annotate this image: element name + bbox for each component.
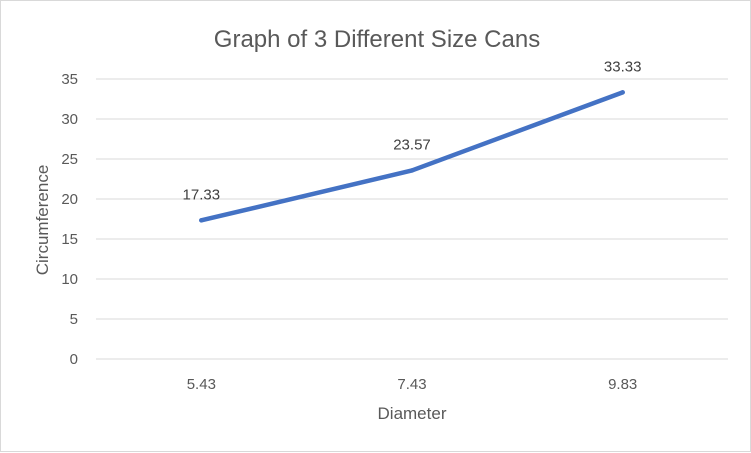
y-tick-label: 10: [61, 271, 78, 288]
gridlines: [96, 78, 728, 360]
y-tick-label: 25: [61, 151, 78, 168]
data-label: 33.33: [604, 58, 642, 75]
x-axis-ticks: 5.43 7.43 9.83: [187, 376, 638, 393]
y-tick-label: 20: [61, 191, 78, 208]
x-axis-label: Diameter: [378, 404, 447, 423]
y-axis-label: Circumference: [33, 165, 52, 276]
data-point: [409, 168, 415, 173]
series-line: [199, 90, 625, 223]
data-label: 23.57: [393, 136, 431, 153]
x-tick-label: 5.43: [187, 376, 216, 393]
data-label: 17.33: [183, 186, 221, 203]
x-tick-label: 9.83: [608, 376, 637, 393]
y-tick-label: 35: [61, 71, 78, 88]
data-point: [199, 218, 204, 223]
series-group: [199, 90, 625, 223]
chart-title: Graph of 3 Different Size Cans: [214, 26, 540, 53]
x-tick-label: 7.43: [397, 376, 426, 393]
data-labels: 17.33 23.57 33.33: [183, 58, 642, 203]
y-tick-label: 15: [61, 231, 78, 248]
y-axis-ticks: 0 5 10 15 20 25 30 35: [61, 71, 78, 368]
data-point: [620, 90, 625, 95]
y-tick-label: 30: [61, 111, 78, 128]
y-tick-label: 0: [70, 351, 78, 368]
y-tick-label: 5: [70, 311, 78, 328]
